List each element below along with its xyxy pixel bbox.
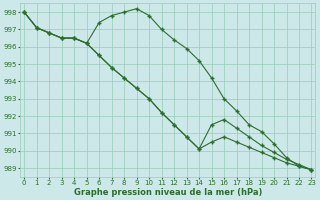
X-axis label: Graphe pression niveau de la mer (hPa): Graphe pression niveau de la mer (hPa) [74, 188, 262, 197]
